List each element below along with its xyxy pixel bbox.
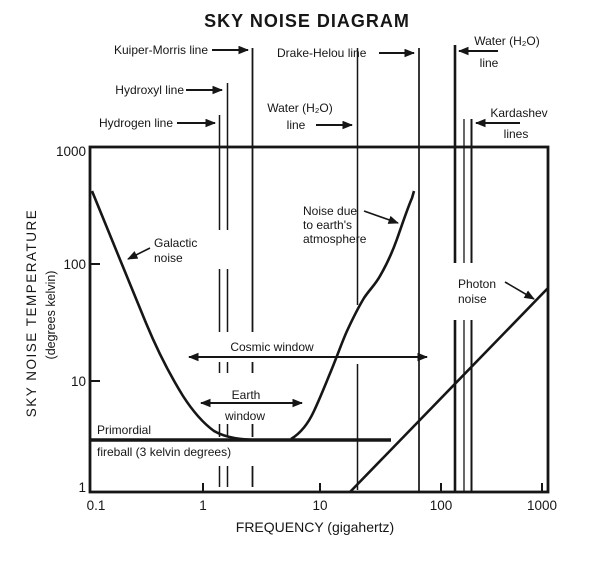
atmosphere-noise-label-line1: Noise due bbox=[303, 204, 357, 218]
atmosphere-noise-label-line2: to earth's bbox=[303, 218, 352, 232]
x-axis-title: FREQUENCY (gigahertz) bbox=[236, 519, 394, 535]
kardashev-label-line2: lines bbox=[504, 127, 529, 141]
primordial-fireball-label-line2: fireball (3 kelvin degrees) bbox=[97, 445, 231, 459]
chart-title: SKY NOISE DIAGRAM bbox=[204, 11, 410, 31]
galactic-noise-callout-arrow bbox=[127, 247, 151, 260]
earth-window-label-line2: window bbox=[224, 409, 265, 423]
y-tick-100: 100 bbox=[63, 257, 86, 272]
photon-noise-callout-arrow bbox=[504, 281, 535, 300]
y-axis-title-units: (degrees kelvin) bbox=[44, 271, 58, 360]
hydroxyl-label: Hydroxyl line bbox=[115, 83, 184, 97]
atmosphere-noise-curve bbox=[290, 190, 416, 441]
x-tick-100: 100 bbox=[430, 498, 453, 513]
y-tick-10: 10 bbox=[71, 374, 86, 389]
atmosphere-noise-callout-arrow bbox=[363, 210, 399, 224]
x-tick-1000: 1000 bbox=[527, 498, 557, 513]
x-axis-tick-marks bbox=[202, 483, 543, 491]
x-tick-10: 10 bbox=[312, 498, 327, 513]
water-mid-label-line2: line bbox=[287, 118, 306, 132]
plot-frame bbox=[88, 145, 550, 494]
x-tick-0p1: 0.1 bbox=[87, 498, 106, 513]
water-mid-label-line1: Water (H₂O) bbox=[267, 101, 333, 115]
galactic-noise-label-line2: noise bbox=[154, 251, 183, 265]
drake-helou-label: Drake-Helou line bbox=[277, 46, 367, 60]
kuiper-morris-label: Kuiper-Morris line bbox=[114, 43, 208, 57]
photon-noise-label-line1: Photon bbox=[458, 277, 496, 291]
y-axis-title: SKY NOISE TEMPERATURE bbox=[24, 209, 39, 418]
atmosphere-noise-label-line3: atmosphere bbox=[303, 232, 367, 246]
galactic-noise-curve bbox=[90, 190, 263, 442]
earth-window-label-line1: Earth bbox=[232, 388, 261, 402]
y-tick-1: 1 bbox=[78, 480, 86, 495]
y-tick-1000: 1000 bbox=[56, 144, 86, 159]
hydrogen-label: Hydrogen line bbox=[99, 116, 173, 130]
x-tick-1: 1 bbox=[199, 498, 207, 513]
galactic-noise-label-line1: Galactic bbox=[154, 236, 197, 250]
water-right-label-line1: Water (H₂O) bbox=[474, 34, 540, 48]
kardashev-label-line1: Kardashev bbox=[490, 106, 547, 120]
primordial-fireball-label-line1: Primordial bbox=[97, 423, 151, 437]
photon-noise-line bbox=[349, 287, 549, 493]
water-right-label-line2: line bbox=[480, 56, 499, 70]
photon-noise-label-line2: noise bbox=[458, 292, 487, 306]
y-axis-tick-marks bbox=[91, 263, 100, 382]
cosmic-window-label: Cosmic window bbox=[230, 340, 314, 354]
